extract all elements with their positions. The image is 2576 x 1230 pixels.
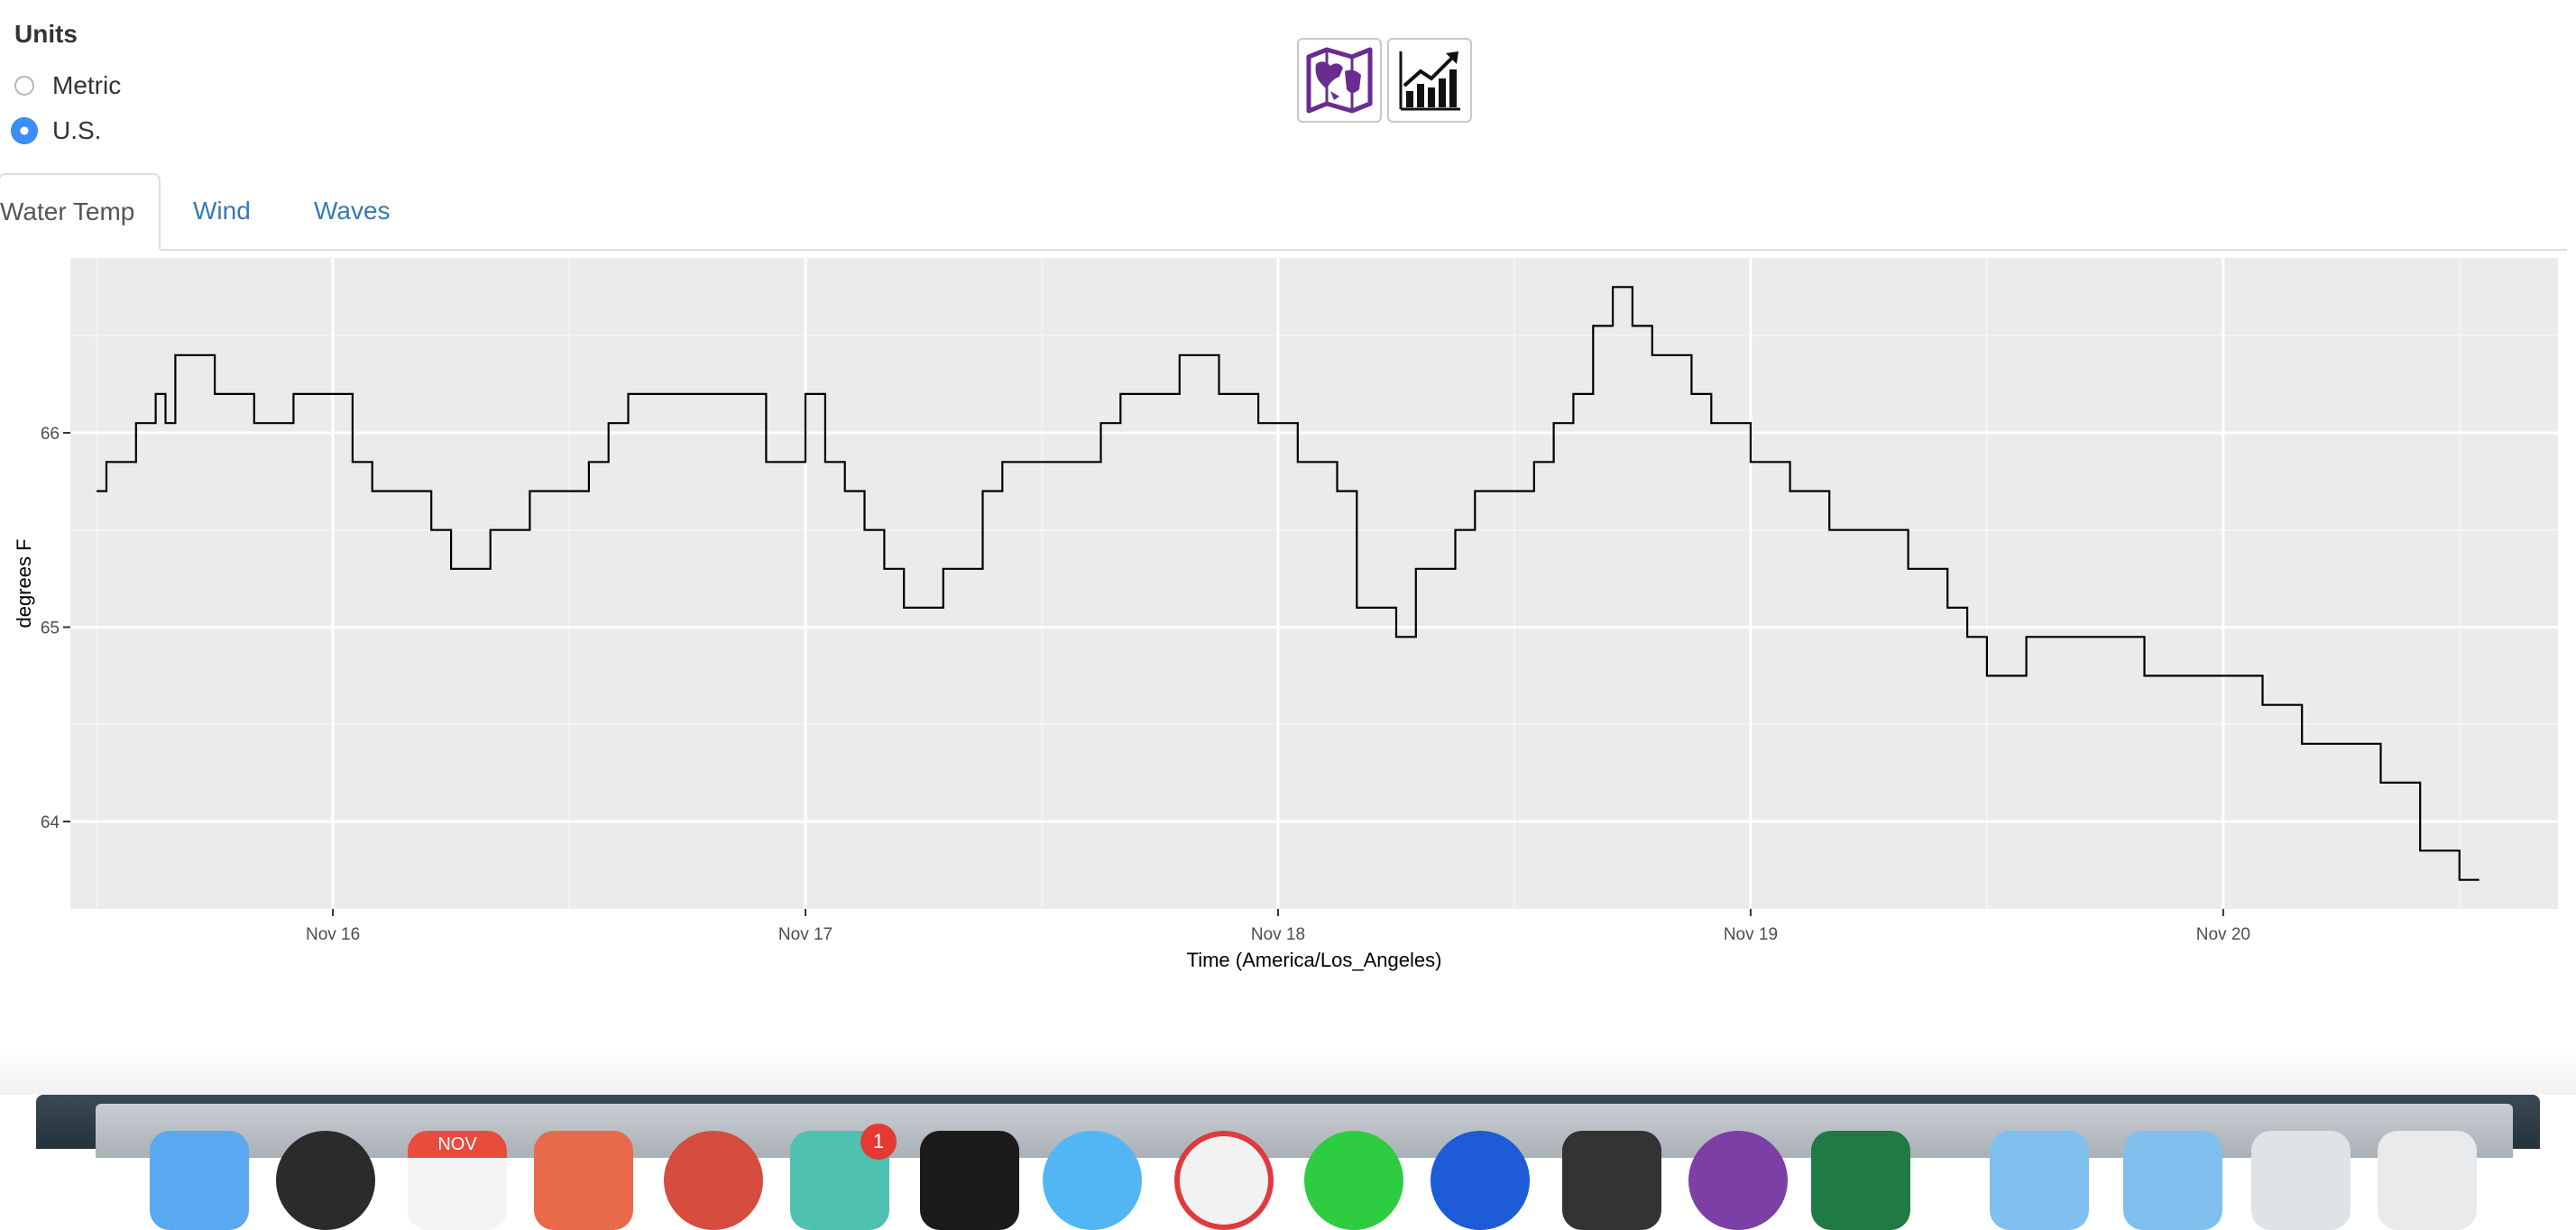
- units-option-us[interactable]: U.S.: [11, 108, 121, 153]
- finder-icon[interactable]: [150, 1131, 249, 1230]
- map-view-button[interactable]: [1297, 38, 1382, 123]
- mail-icon[interactable]: 1: [790, 1124, 897, 1230]
- chart-icon: [1399, 51, 1460, 111]
- tab-wind[interactable]: Wind: [193, 197, 251, 225]
- y-axis-label: degrees F: [13, 538, 35, 628]
- app-icon[interactable]: [1562, 1131, 1661, 1230]
- calendar-icon[interactable]: NOV: [408, 1131, 507, 1230]
- app-icon[interactable]: [1431, 1131, 1530, 1230]
- notification-badge: 1: [860, 1124, 897, 1160]
- y-tick-label: 65: [41, 619, 60, 638]
- app-icon[interactable]: [1174, 1131, 1274, 1230]
- app-icon[interactable]: [1688, 1131, 1788, 1230]
- plot-panel: [70, 258, 2558, 909]
- page-bottom: [0, 1046, 2576, 1095]
- x-tick-label: Nov 17: [778, 925, 833, 944]
- stack-icon[interactable]: [2251, 1131, 2351, 1230]
- tab-bar: Water Temp Wind Waves: [0, 173, 2567, 251]
- units-option-metric[interactable]: Metric: [14, 63, 121, 108]
- us-label: U.S.: [52, 116, 102, 144]
- water-temp-series-line: [97, 286, 2479, 881]
- tab-waves[interactable]: Waves: [314, 197, 391, 225]
- folder-icon[interactable]: [2123, 1131, 2222, 1230]
- desktop-dock-backdrop: NOV 1: [36, 1095, 2540, 1230]
- trash-icon[interactable]: [2378, 1131, 2477, 1230]
- units-panel: Units Metric U.S.: [11, 20, 121, 153]
- metric-radio[interactable]: [14, 76, 34, 96]
- y-tick-label: 66: [41, 425, 60, 444]
- metric-label: Metric: [52, 71, 122, 99]
- excel-icon[interactable]: [1811, 1131, 1910, 1230]
- spotify-icon[interactable]: [1304, 1131, 1403, 1230]
- app-icon[interactable]: [1043, 1131, 1142, 1230]
- x-axis-label: Time (America/Los_Angeles): [1187, 949, 1442, 971]
- water-temp-chart: 64 65 66 Nov 16 Nov 17 Nov 18 Nov 19 Nov 20 Ti…: [13, 258, 2558, 971]
- x-tick-label: Nov 20: [2196, 925, 2250, 944]
- view-toolbar: [1297, 38, 1472, 123]
- dock: NOV 1: [96, 1104, 2513, 1230]
- tab-water-temp[interactable]: Water Temp: [0, 173, 161, 251]
- chart-view-button[interactable]: [1387, 38, 1472, 123]
- us-radio[interactable]: [11, 117, 38, 144]
- calendar-month: NOV: [408, 1131, 507, 1158]
- folder-icon[interactable]: [1990, 1131, 2089, 1230]
- map-icon: [1306, 47, 1373, 114]
- units-title: Units: [14, 20, 78, 48]
- x-tick-label: Nov 18: [1251, 925, 1305, 944]
- terminal-icon[interactable]: [920, 1131, 1019, 1230]
- x-tick-label: Nov 16: [306, 925, 360, 944]
- x-tick-label: Nov 19: [1724, 925, 1778, 944]
- app-icon[interactable]: [664, 1131, 763, 1230]
- launchpad-icon[interactable]: [276, 1131, 375, 1230]
- y-tick-label: 64: [41, 813, 60, 832]
- app-icon[interactable]: [534, 1131, 633, 1230]
